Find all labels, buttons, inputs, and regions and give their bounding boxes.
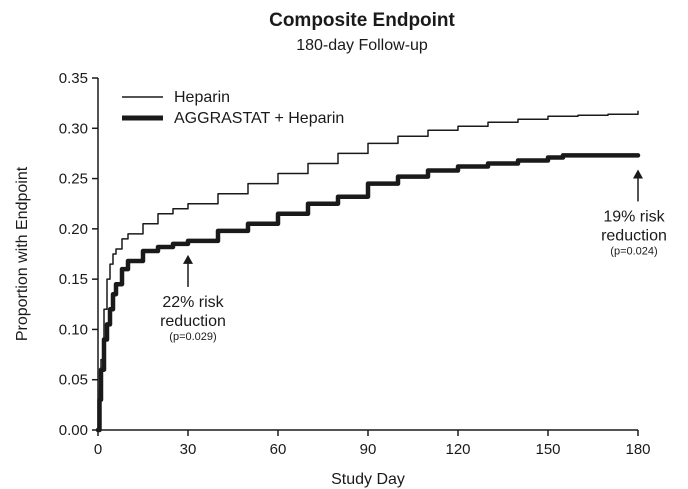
x-tick-label: 120 <box>445 441 470 458</box>
annotation-arrowhead-day180 <box>633 169 643 179</box>
chart-title: Composite Endpoint <box>269 10 455 31</box>
y-tick-label: 0.05 <box>59 372 88 389</box>
series-line-aggrastat-heparin <box>95 153 641 433</box>
annotation-text-day30: reduction <box>160 313 226 330</box>
annotation-text-day180: reduction <box>601 227 667 244</box>
x-tick-label: 180 <box>625 441 650 458</box>
x-tick-label: 0 <box>94 441 102 458</box>
axes <box>97 78 638 431</box>
series-group <box>95 110 641 433</box>
y-ticks: 0.00 0.05 0.10 0.15 0.20 0.25 0.30 0.35 <box>59 70 98 439</box>
chart-subtitle: 180-day Follow-up <box>296 37 428 54</box>
annotation-text-day30: 22% risk <box>162 294 224 311</box>
annotation-pvalue-day180: (p=0.024) <box>610 245 657 257</box>
x-tick-label: 150 <box>535 441 560 458</box>
x-axis-label: Study Day <box>331 471 405 488</box>
legend-label-heparin: Heparin <box>174 89 230 106</box>
legend-label-aggrastat-heparin: AGGRASTAT + Heparin <box>174 110 344 127</box>
x-ticks: 0 30 60 90 120 150 180 <box>94 430 651 458</box>
y-axis-label: Proportion with Endpoint <box>14 166 31 341</box>
legend: Heparin AGGRASTAT + Heparin <box>122 89 344 127</box>
x-tick-label: 90 <box>360 441 377 458</box>
y-tick-label: 0.00 <box>59 422 88 439</box>
y-tick-label: 0.20 <box>59 221 88 238</box>
annotation-arrowhead-day30 <box>183 254 193 264</box>
series-line-heparin <box>97 110 639 431</box>
y-tick-label: 0.25 <box>59 171 88 188</box>
annotation-pvalue-day30: (p=0.029) <box>169 331 216 343</box>
annotation-text-day180: 19% risk <box>603 208 665 225</box>
y-tick-label: 0.10 <box>59 321 88 338</box>
y-tick-label: 0.35 <box>59 70 88 87</box>
x-tick-label: 60 <box>270 441 287 458</box>
y-tick-label: 0.15 <box>59 271 88 288</box>
y-tick-label: 0.30 <box>59 120 88 137</box>
x-tick-label: 30 <box>180 441 197 458</box>
